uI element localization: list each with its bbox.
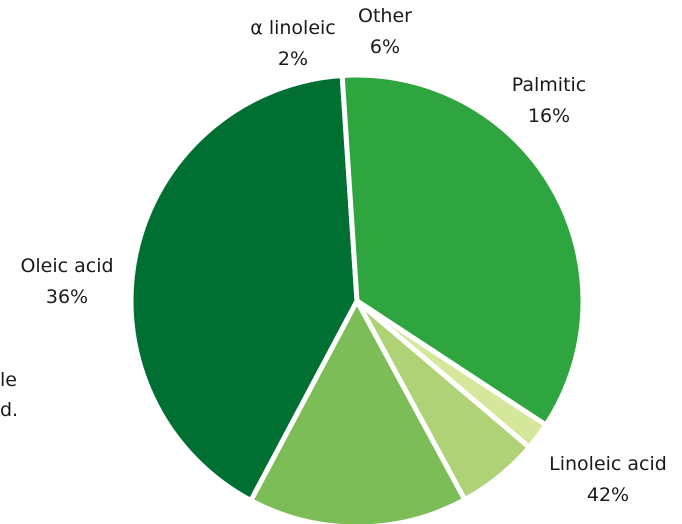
slice-label-name: Other xyxy=(358,5,412,27)
slice-label-name: Linoleic acid xyxy=(549,453,667,475)
slice-label-name: α linoleic xyxy=(250,17,335,39)
slice-label-value: 16% xyxy=(528,105,570,127)
partial-side-text-line-1: le xyxy=(0,369,17,391)
pie-slice-linoleic-acid xyxy=(128,72,360,504)
slice-label-value: 2% xyxy=(278,48,308,70)
pie-labels: Linoleic acid 42% Oleic acid 36% α linoleic 2… xyxy=(20,5,666,506)
slice-label-value: 36% xyxy=(46,286,88,308)
partial-side-text-line-2: d. xyxy=(0,399,19,421)
pie-slice-oleic-acid xyxy=(339,72,586,428)
slice-label-name: Palmitic xyxy=(512,74,587,96)
slice-label-name: Oleic acid xyxy=(20,255,113,277)
pie-slices xyxy=(128,72,586,524)
slice-label-value: 6% xyxy=(370,36,400,58)
partial-side-text: le d. xyxy=(0,365,18,425)
slice-label-value: 42% xyxy=(587,484,629,506)
pie-slice-palmitic xyxy=(248,298,468,524)
